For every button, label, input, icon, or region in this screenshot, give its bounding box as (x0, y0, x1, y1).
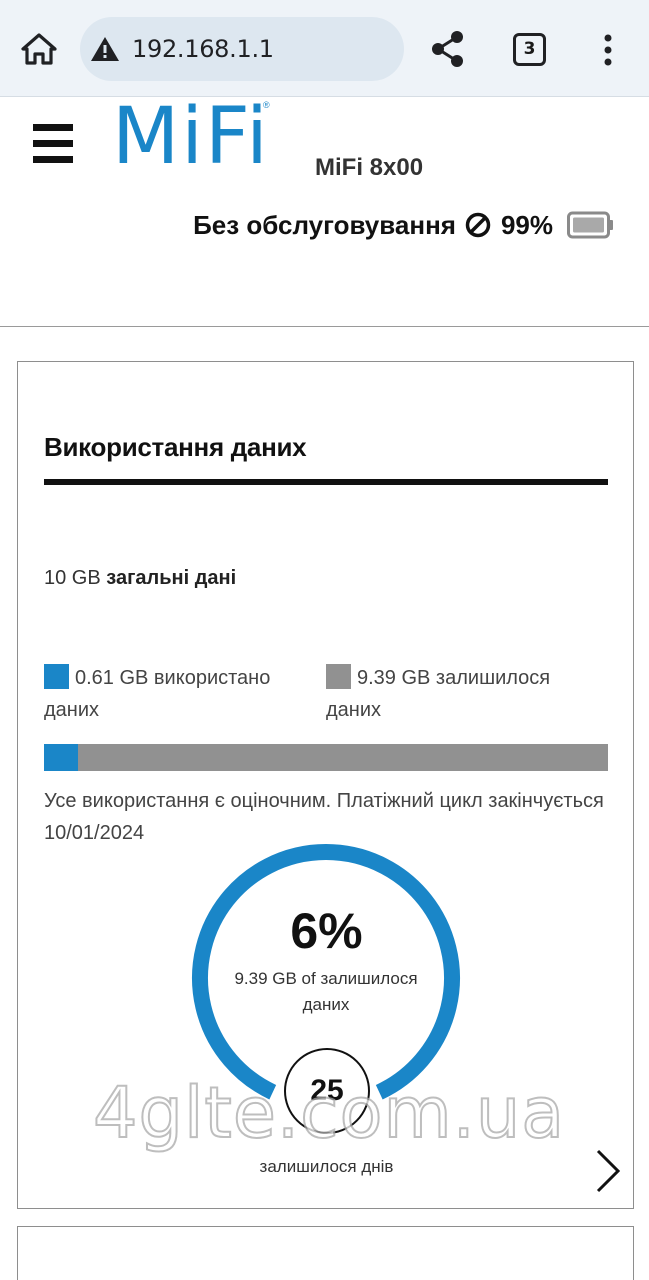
legend-used: 0.61 GB використано даних (44, 662, 304, 726)
watermark: 4glte.com.ua (92, 1071, 566, 1155)
hamburger-menu-icon[interactable] (33, 124, 73, 164)
battery-percent: 99% (500, 209, 553, 240)
days-left-badge: 25 (284, 1048, 370, 1134)
usage-note: Усе використання є оціночним. Платіжний … (44, 790, 604, 844)
days-left-label: залишилося днів (259, 1157, 394, 1176)
warning-icon[interactable] (90, 35, 120, 63)
used-swatch (44, 664, 69, 689)
remaining-swatch (326, 664, 351, 689)
no-service-icon (465, 212, 491, 238)
legend-remaining: 9.39 GB залишилося даних (326, 662, 586, 726)
title-underline (44, 479, 608, 485)
browser-toolbar: 192.168.1.1 3 (0, 0, 649, 97)
url-text[interactable]: 192.168.1.1 (132, 35, 274, 63)
status-bar: Без обслуговування 99% (193, 207, 614, 243)
usage-gauge (192, 844, 460, 1100)
home-icon[interactable] (18, 28, 60, 70)
gauge-arc (192, 844, 460, 1100)
gauge-subtitle: 9.39 GB of залишилося даних (234, 969, 418, 1014)
gauge-percent: 6% (290, 903, 363, 959)
usage-progress-bar (44, 744, 608, 771)
usage-progress-fill (44, 744, 79, 771)
card-title: Використання даних (44, 432, 307, 462)
next-card (17, 1226, 634, 1280)
share-icon[interactable] (427, 28, 469, 70)
used-label: 0.61 GB використано даних (44, 667, 271, 721)
total-label: загальні дані (106, 567, 237, 589)
header-divider (0, 326, 649, 327)
mifi-logo: MiFi (112, 92, 270, 182)
registered-mark: ® (263, 100, 270, 110)
chevron-right-icon[interactable] (593, 1148, 623, 1194)
data-usage-card: Використання даних 10 GB загальні дані 0… (17, 361, 634, 1209)
tabs-count-button[interactable]: 3 (513, 33, 546, 66)
address-bar[interactable]: 192.168.1.1 (80, 17, 404, 81)
battery-icon (567, 211, 613, 239)
more-vert-icon[interactable] (596, 30, 620, 70)
service-status: Без обслуговування (193, 209, 456, 240)
total-amount: 10 GB (44, 567, 101, 589)
total-data: 10 GB загальні дані (44, 567, 236, 590)
device-model: MiFi 8x00 (315, 154, 424, 181)
remaining-label: 9.39 GB залишилося даних (326, 667, 551, 721)
